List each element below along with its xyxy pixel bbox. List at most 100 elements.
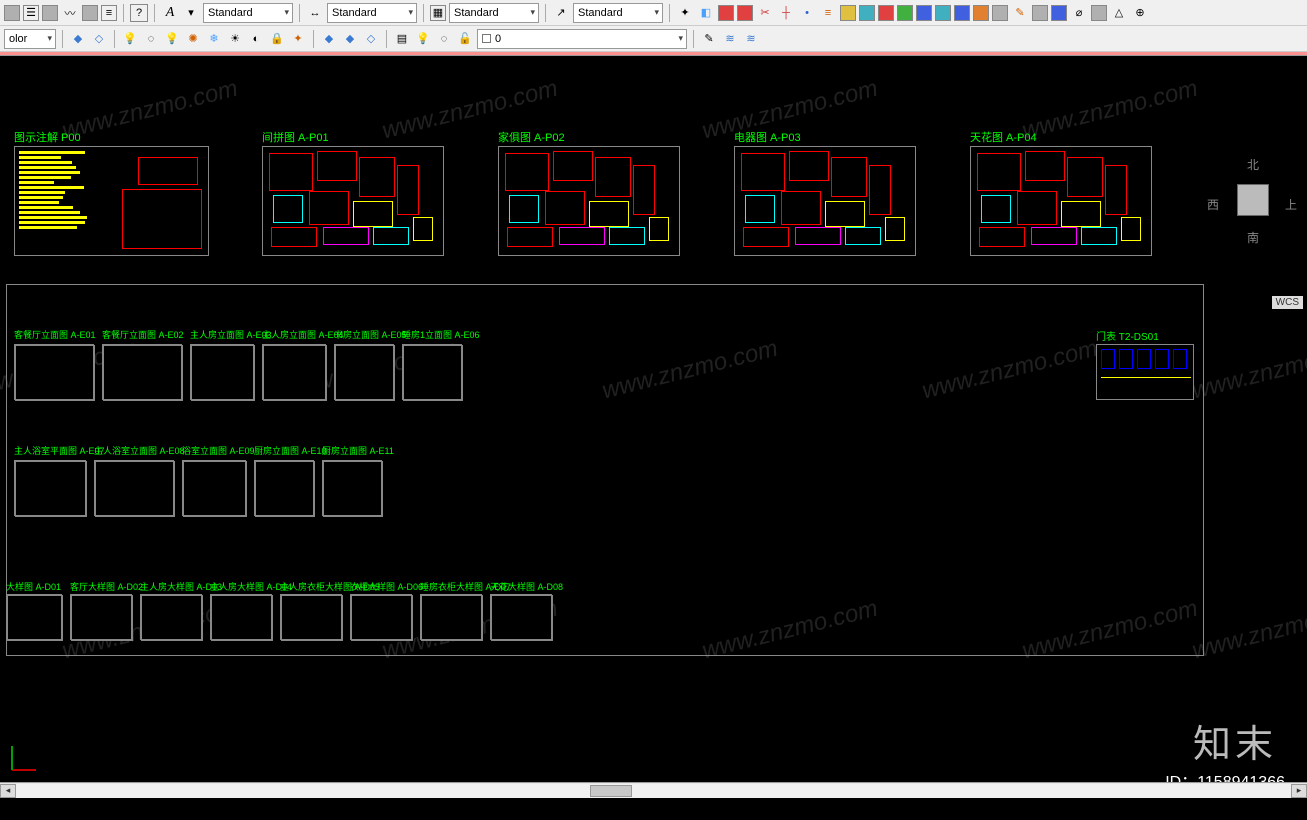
scroll-right-arrow[interactable]: ▸ [1291, 784, 1307, 798]
toolbar-icon[interactable]: ◌ [435, 30, 453, 48]
scroll-left-arrow[interactable]: ◂ [0, 784, 16, 798]
sheet-label: 浴室立面图 A-E09 [182, 444, 255, 457]
sheet-frame[interactable] [970, 146, 1152, 256]
toolbar-icon[interactable]: ✦ [676, 4, 694, 22]
sheet-frame[interactable] [140, 594, 202, 640]
toolbar-icon[interactable]: ✦ [289, 30, 307, 48]
toolbar-icon[interactable]: ☀ [226, 30, 244, 48]
bulb-icon[interactable]: 💡 [163, 30, 181, 48]
sheet-frame[interactable] [182, 460, 246, 516]
toolbar-icon[interactable]: ◆ [320, 30, 338, 48]
toolbar-icon[interactable] [954, 5, 970, 21]
sheet-frame[interactable] [498, 146, 680, 256]
toolbar-icon[interactable] [859, 5, 875, 21]
toolbar-icon[interactable] [973, 5, 989, 21]
sheet-frame[interactable] [70, 594, 132, 640]
scroll-track[interactable] [16, 784, 1291, 798]
toolbar-icon[interactable]: • [798, 4, 816, 22]
toolbar-icon[interactable]: ≡ [819, 4, 837, 22]
toolbar-icon[interactable]: 🔓 [456, 30, 474, 48]
horizontal-scrollbar[interactable]: ◂ ▸ [0, 782, 1307, 798]
toolbar-icon[interactable]: ◆ [341, 30, 359, 48]
sheet-frame[interactable] [210, 594, 272, 640]
toolbar-icon[interactable] [737, 5, 753, 21]
toolbar-icon[interactable]: ✺ [184, 30, 202, 48]
toolbar-icon[interactable] [992, 5, 1008, 21]
toolbar-icon[interactable] [916, 5, 932, 21]
toolbar-icon[interactable] [42, 5, 58, 21]
toolbar-icon[interactable]: ✎ [1011, 4, 1029, 22]
sheet-frame[interactable] [14, 146, 209, 256]
toolbar-icon[interactable] [1032, 5, 1048, 21]
toolbar-icon[interactable]: ◌ [142, 30, 160, 48]
sheet-frame[interactable] [322, 460, 382, 516]
sheet-frame[interactable] [14, 344, 94, 400]
mleader-style-icon[interactable]: ↗ [552, 4, 570, 22]
toolbar-icon[interactable] [897, 5, 913, 21]
help-icon[interactable]: ? [130, 4, 148, 22]
toolbar-icon[interactable]: ✎ [700, 30, 718, 48]
sheet-frame[interactable] [262, 146, 444, 256]
dim-style-dropdown[interactable]: Standard [327, 3, 417, 23]
freeze-icon[interactable]: ❄ [205, 30, 223, 48]
toolbar-icon[interactable]: ☰ [23, 5, 39, 21]
sheet-frame[interactable] [102, 344, 182, 400]
toolbar-icon[interactable]: ⊕ [1131, 4, 1149, 22]
toolbar-icon[interactable]: ⌀ [1070, 4, 1088, 22]
mleader-style-dropdown[interactable]: Standard [573, 3, 663, 23]
sheet-frame[interactable] [402, 344, 462, 400]
table-style-dropdown[interactable]: Standard [449, 3, 539, 23]
toolbar-icon[interactable]: △ [1110, 4, 1128, 22]
toolbar-icon[interactable]: ≡ [101, 5, 117, 21]
sheet-frame[interactable] [94, 460, 174, 516]
sheet-frame[interactable] [280, 594, 342, 640]
sheet-frame[interactable] [334, 344, 394, 400]
toolbar-icon[interactable]: ≋ [721, 30, 739, 48]
text-style-dropdown[interactable]: Standard [203, 3, 293, 23]
toolbar-icon[interactable]: ┼ [777, 4, 795, 22]
layers-icon[interactable]: ◆ [69, 30, 87, 48]
toolbar-icon[interactable] [718, 5, 734, 21]
toolbar-icon[interactable] [82, 5, 98, 21]
toolbar-icon[interactable] [878, 5, 894, 21]
drawing-area[interactable]: www.znzmo.comwww.znzmo.comwww.znzmo.comw… [0, 56, 1307, 798]
toolbar-icon[interactable]: ◐ [247, 30, 265, 48]
toolbar-icon[interactable] [1051, 5, 1067, 21]
dim-style-icon[interactable]: ↔ [306, 4, 324, 22]
sheet-frame[interactable] [254, 460, 314, 516]
bulb-icon[interactable]: 💡 [414, 30, 432, 48]
color-dropdown[interactable]: olor [4, 29, 56, 49]
toolbar-icon[interactable] [4, 5, 20, 21]
toolbar-icon[interactable] [935, 5, 951, 21]
toolbar-icon[interactable]: ≋ [742, 30, 760, 48]
sheet-frame[interactable] [1096, 344, 1194, 400]
bulb-icon[interactable]: 💡 [121, 30, 139, 48]
toolbar-icon[interactable] [1091, 5, 1107, 21]
toolbar-icon[interactable]: 〰 [61, 4, 79, 22]
toolbar-icon[interactable]: ✂ [756, 4, 774, 22]
layer-dropdown[interactable]: 0 [477, 29, 687, 49]
wcs-badge[interactable]: WCS [1272, 296, 1303, 309]
sheet-frame[interactable] [420, 594, 482, 640]
toolbar-icon[interactable] [840, 5, 856, 21]
view-cube[interactable]: 北 西 上 南 [1207, 156, 1297, 246]
toolbar-icon[interactable]: ◇ [362, 30, 380, 48]
text-style-flyout-icon[interactable]: ▾ [182, 4, 200, 22]
view-cube-face[interactable] [1237, 184, 1269, 216]
watermark-text: www.znzmo.com [1189, 595, 1307, 666]
scroll-thumb[interactable] [590, 785, 632, 797]
lock-icon[interactable]: 🔒 [268, 30, 286, 48]
sheet-frame[interactable] [734, 146, 916, 256]
layer-properties-icon[interactable]: ▤ [393, 30, 411, 48]
toolbar-icon[interactable]: ◧ [697, 4, 715, 22]
sheet-frame[interactable] [190, 344, 254, 400]
sheet-frame[interactable] [262, 344, 326, 400]
toolbar-separator [545, 4, 546, 22]
table-style-icon[interactable]: ▦ [430, 5, 446, 21]
sheet-frame[interactable] [6, 594, 62, 640]
layers-icon[interactable]: ◇ [90, 30, 108, 48]
sheet-frame[interactable] [350, 594, 412, 640]
sheet-frame[interactable] [490, 594, 552, 640]
sheet-frame[interactable] [14, 460, 86, 516]
watermark-text: www.znzmo.com [59, 75, 240, 146]
